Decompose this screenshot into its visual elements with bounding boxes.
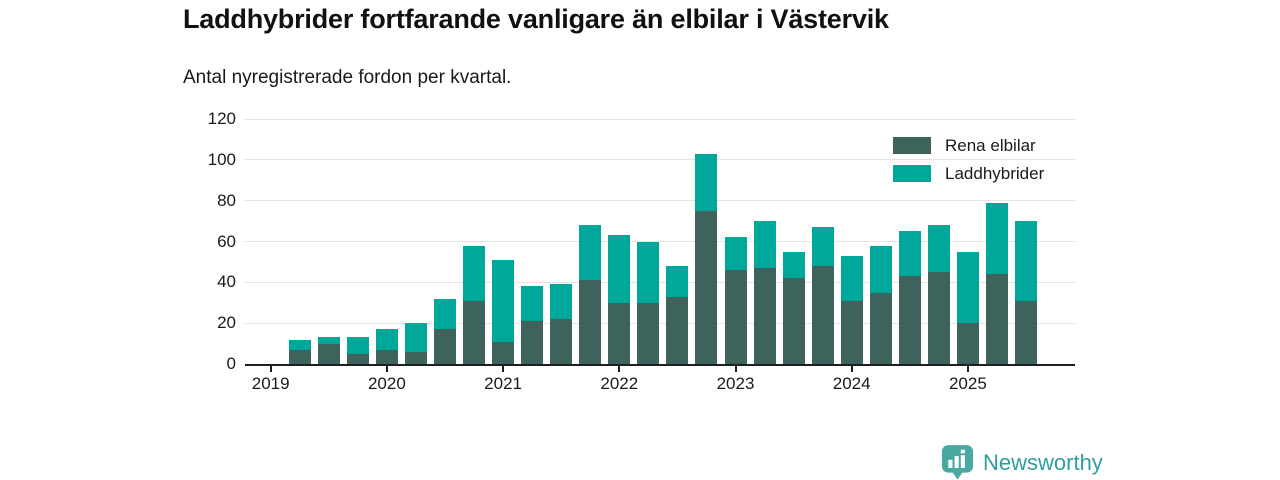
x-axis-label: 2020 xyxy=(367,374,406,393)
bar-segment-laddhybrider xyxy=(463,245,486,301)
x-axis-label: 2022 xyxy=(600,374,639,393)
y-axis-label: 40 xyxy=(217,272,236,292)
y-axis-label: 20 xyxy=(217,313,236,333)
y-axis-label: 120 xyxy=(207,109,236,128)
bar-segment-rena-elbilar xyxy=(521,321,544,364)
bar-segment-rena-elbilar xyxy=(695,210,718,364)
bar-segment-laddhybrider xyxy=(288,339,311,350)
bar-segment-laddhybrider xyxy=(346,337,369,354)
brand-name: Newsworthy xyxy=(983,449,1103,475)
bar-segment-rena-elbilar xyxy=(869,292,892,364)
bar-segment-laddhybrider xyxy=(956,251,979,324)
bar-segment-rena-elbilar xyxy=(550,319,573,364)
bar-segment-rena-elbilar xyxy=(288,349,311,364)
x-axis-label: 2023 xyxy=(716,374,755,393)
bar-segment-rena-elbilar xyxy=(956,323,979,364)
bar-chart-pin-icon xyxy=(941,445,974,480)
bar-segment-laddhybrider xyxy=(782,251,805,279)
bar-segment-laddhybrider xyxy=(521,286,544,322)
y-axis-label: 0 xyxy=(226,354,236,373)
bar-segment-laddhybrider xyxy=(317,337,340,344)
bar-segment-laddhybrider xyxy=(434,298,456,330)
newsworthy-brand: Newsworthy xyxy=(941,444,1103,480)
bar-segment-laddhybrider xyxy=(404,323,427,352)
x-axis-line xyxy=(245,364,1075,366)
bar-segment-rena-elbilar xyxy=(1015,300,1037,364)
gridline xyxy=(245,118,1075,120)
bar-segment-laddhybrider xyxy=(695,153,718,211)
bar-segment-rena-elbilar xyxy=(898,276,921,364)
bar-segment-laddhybrider xyxy=(840,255,863,301)
bar-segment-laddhybrider xyxy=(985,202,1008,275)
bar-segment-rena-elbilar xyxy=(724,270,747,364)
y-axis-label: 60 xyxy=(217,231,236,251)
legend: Rena elbilar Laddhybrider xyxy=(893,135,1044,191)
chart-title: Laddhybrider fortfarande vanligare än el… xyxy=(183,4,889,34)
x-axis-tick xyxy=(618,366,621,372)
x-axis-label: 2021 xyxy=(484,374,522,393)
bar-segment-laddhybrider xyxy=(637,241,660,303)
bar-segment-laddhybrider xyxy=(1015,221,1037,301)
bar-segment-rena-elbilar xyxy=(404,351,427,364)
bar-segment-rena-elbilar xyxy=(463,300,486,364)
bar-segment-laddhybrider xyxy=(550,284,573,320)
x-axis-tick xyxy=(850,366,853,372)
x-axis-tick xyxy=(385,366,388,372)
bar-segment-rena-elbilar xyxy=(579,280,602,364)
x-axis-tick xyxy=(734,366,737,372)
bar-segment-rena-elbilar xyxy=(637,302,660,364)
legend-swatch-laddhybrider xyxy=(893,165,931,182)
gridline xyxy=(245,241,1075,242)
bar-segment-rena-elbilar xyxy=(375,349,398,364)
bar-segment-rena-elbilar xyxy=(434,329,456,364)
gridline xyxy=(245,322,1075,324)
bar-segment-rena-elbilar xyxy=(317,343,340,364)
bar-segment-laddhybrider xyxy=(579,225,602,281)
legend-swatch-rena-elbilar xyxy=(893,137,931,154)
x-axis-label: 2024 xyxy=(832,374,871,393)
bar-segment-rena-elbilar xyxy=(927,272,950,364)
bar-segment-rena-elbilar xyxy=(782,278,805,364)
x-axis-tick xyxy=(502,366,505,372)
bar-segment-laddhybrider xyxy=(666,266,689,297)
bar-segment-rena-elbilar xyxy=(985,274,1008,364)
x-axis-label: 2025 xyxy=(948,374,987,393)
bar-segment-rena-elbilar xyxy=(608,302,631,364)
bar-segment-rena-elbilar xyxy=(753,268,776,364)
x-axis-label: 2019 xyxy=(251,374,290,393)
bar-segment-rena-elbilar xyxy=(492,341,515,364)
bar-segment-laddhybrider xyxy=(492,259,515,342)
gridline xyxy=(245,159,1075,161)
y-axis-label: 80 xyxy=(217,190,236,210)
bar-segment-laddhybrider xyxy=(608,235,631,303)
bar-segment-laddhybrider xyxy=(811,227,834,266)
bar-segment-laddhybrider xyxy=(898,231,921,277)
bar-segment-laddhybrider xyxy=(724,237,747,271)
x-axis-tick xyxy=(966,366,969,372)
gridline xyxy=(245,200,1075,202)
gridline xyxy=(245,281,1075,283)
chart-subtitle: Antal nyregistrerade fordon per kvartal. xyxy=(183,67,512,88)
x-axis-tick xyxy=(269,366,272,372)
bar-segment-laddhybrider xyxy=(753,221,776,269)
bar-segment-laddhybrider xyxy=(375,329,398,350)
bar-segment-rena-elbilar xyxy=(811,266,834,364)
bar-segment-rena-elbilar xyxy=(840,300,863,364)
y-axis-label: 100 xyxy=(207,149,236,169)
bar-segment-laddhybrider xyxy=(869,245,892,293)
bar-segment-laddhybrider xyxy=(927,225,950,273)
bar-segment-rena-elbilar xyxy=(666,296,689,364)
legend-item-rena-elbilar: Rena elbilar xyxy=(893,135,1044,156)
bar-segment-rena-elbilar xyxy=(346,353,369,364)
legend-label-rena-elbilar: Rena elbilar xyxy=(945,135,1036,155)
legend-label-laddhybrider: Laddhybrider xyxy=(945,163,1045,183)
legend-item-laddhybrider: Laddhybrider xyxy=(893,163,1044,184)
